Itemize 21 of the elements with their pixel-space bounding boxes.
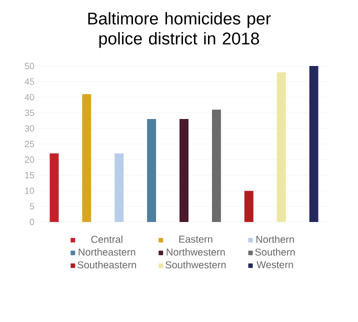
legend-label: Southwestern: [166, 261, 226, 268]
y-tick-label: 20: [24, 156, 34, 163]
legend-label: Northern: [256, 236, 294, 243]
legend-label: Southeastern: [78, 261, 136, 268]
legend-label: Northwestern: [166, 248, 225, 256]
legend-label: Western: [256, 261, 293, 268]
y-tick-label: 10: [25, 188, 34, 194]
y-tick-label: 15: [25, 172, 34, 178]
y-tick-label: 45: [24, 78, 34, 85]
y-tick-label: 25: [24, 140, 34, 148]
legend-label: Central: [91, 236, 122, 243]
chart-title: Baltimore homicides per police district in 2018: [88, 12, 271, 48]
y-tick-label: 35: [24, 110, 34, 116]
legend-label: Southern: [255, 248, 295, 256]
y-tick-label: 30: [24, 125, 34, 132]
y-tick-label: 40: [24, 94, 34, 100]
y-tick-label: 5: [30, 203, 34, 210]
legend-label: Northeastern: [78, 248, 136, 256]
legend-label: Eastern: [179, 236, 212, 243]
y-tick-label: 50: [24, 62, 34, 70]
y-tick-label: 0: [30, 218, 34, 226]
